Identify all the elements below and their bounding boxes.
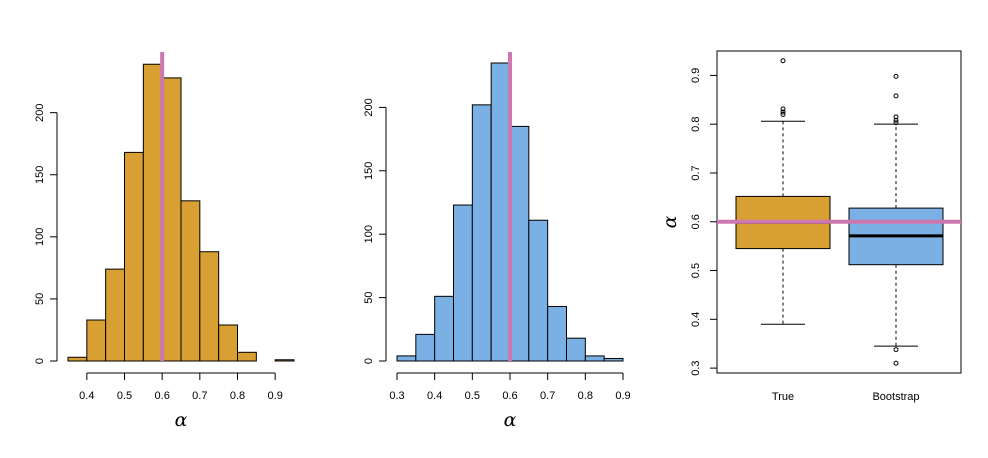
category-label: True — [772, 391, 794, 403]
y-tick-label: 50 — [34, 293, 46, 305]
histogram-bar — [509, 125, 530, 362]
y-tick-label: 100 — [34, 228, 46, 246]
outlier-point — [893, 120, 899, 126]
histogram-bar — [161, 77, 182, 362]
y-tick-label: 200 — [34, 103, 46, 121]
y-tick-label: 0.4 — [690, 312, 702, 327]
outlier-point — [893, 93, 899, 99]
outlier-point — [780, 106, 786, 112]
histogram-bar — [471, 104, 492, 362]
histogram-bootstrap-alpha: 0.3 0.4 0.5 0.6 0.7 0.8 0.9 0 50 100 150 200 α — [363, 52, 631, 431]
outlier-point — [893, 360, 899, 366]
histogram-bar — [142, 63, 163, 362]
outlier-point — [893, 114, 899, 120]
histogram-bar — [218, 324, 239, 362]
histogram-true-alpha: 0.4 0.5 0.6 0.7 0.8 0.9 0 50 100 150 200 α — [34, 52, 295, 431]
x-tick-label: 0.8 — [578, 390, 593, 402]
outlier-point — [893, 73, 899, 79]
histogram-bar — [67, 356, 88, 362]
x-tick-label: 0.9 — [615, 390, 630, 402]
x-axis-title: α — [175, 409, 188, 431]
outlier-point — [780, 109, 786, 115]
y-tick-label: 0.3 — [690, 360, 702, 375]
y-tick-label: 0.6 — [690, 214, 702, 229]
histogram-bar — [124, 151, 144, 362]
y-tick-label: 0.5 — [690, 263, 702, 278]
histogram-bar — [453, 204, 473, 362]
histogram-bar — [528, 219, 549, 362]
y-tick-label: 100 — [363, 225, 375, 243]
y-tick-label: 0 — [363, 358, 375, 364]
y-tick-label: 200 — [363, 98, 375, 116]
plot-frame — [716, 50, 962, 374]
y-tick-label: 150 — [363, 162, 375, 180]
histogram-bar — [415, 333, 436, 362]
histogram-bar — [547, 305, 568, 362]
x-tick-label: 0.5 — [465, 390, 480, 402]
x-tick-label: 0.8 — [230, 390, 245, 402]
histogram-bar — [105, 268, 125, 362]
histogram-bar — [603, 357, 624, 362]
x-tick-label: 0.9 — [268, 390, 283, 402]
category-label: Bootstrap — [872, 391, 919, 403]
histogram-bar — [274, 359, 295, 362]
histogram-bar — [434, 295, 454, 362]
x-tick-label: 0.4 — [427, 390, 442, 402]
y-tick-label: 150 — [34, 166, 46, 184]
histogram-bar — [584, 355, 605, 362]
outlier-point — [893, 117, 899, 123]
outlier-point — [780, 111, 786, 117]
x-tick-label: 0.6 — [155, 390, 170, 402]
y-tick-label: 0 — [34, 358, 46, 364]
x-tick-label: 0.4 — [79, 390, 94, 402]
histogram-bar — [199, 251, 220, 362]
histogram-bar — [237, 351, 257, 362]
y-tick-label: 0.7 — [690, 165, 702, 180]
histogram-bar — [180, 200, 201, 362]
boxplot-alpha-comparison: True Bootstrap 0.3 0.4 0.5 0.6 0.7 0.8 0.9 α — [659, 50, 962, 403]
x-tick-label: 0.7 — [540, 390, 555, 402]
x-tick-label: 0.7 — [192, 390, 207, 402]
x-tick-label: 0.3 — [389, 390, 404, 402]
x-tick-label: 0.5 — [117, 390, 132, 402]
y-axis-title: α — [659, 215, 681, 228]
outlier-point — [893, 347, 899, 353]
histogram-bar — [86, 319, 107, 362]
outlier-point — [780, 58, 786, 64]
y-tick-label: 0.8 — [690, 117, 702, 132]
histogram-bar — [396, 355, 417, 362]
x-tick-label: 0.6 — [502, 390, 517, 402]
x-axis-title: α — [504, 409, 517, 431]
y-tick-label: 0.9 — [690, 68, 702, 83]
y-tick-label: 50 — [363, 291, 375, 303]
histogram-bar — [566, 337, 586, 362]
histogram-bar — [490, 62, 511, 362]
